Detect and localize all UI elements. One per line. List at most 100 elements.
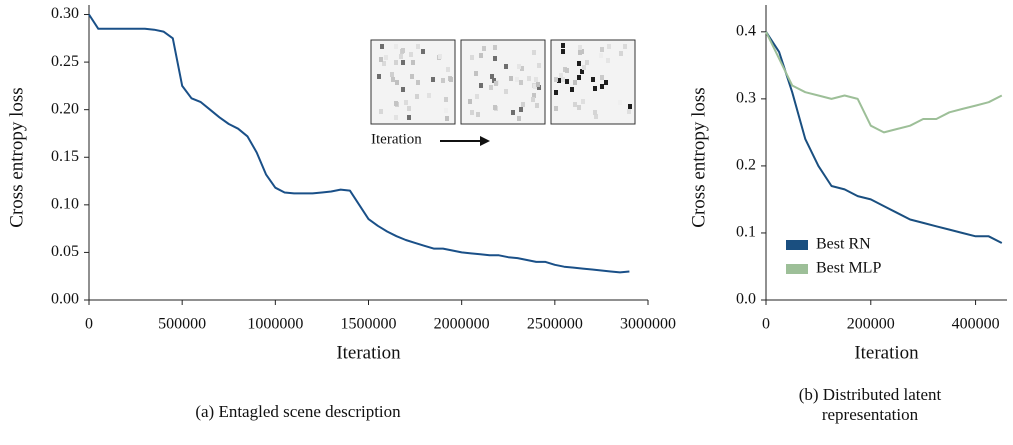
inset-cell bbox=[554, 90, 558, 95]
inset-cell bbox=[493, 56, 497, 61]
inset-cell bbox=[577, 75, 581, 80]
inset-cell bbox=[554, 77, 558, 82]
x-tick-label: 3000000 bbox=[620, 316, 676, 333]
inset-arrowhead bbox=[480, 136, 490, 146]
inset-cell bbox=[573, 80, 577, 85]
inset-cell bbox=[511, 110, 515, 115]
inset-cell bbox=[561, 77, 565, 82]
inset-cell bbox=[492, 78, 496, 83]
x-tick-label: 2000000 bbox=[434, 316, 490, 333]
line bbox=[765, 31, 1003, 244]
inset-cell bbox=[377, 74, 381, 79]
inset-cell bbox=[446, 67, 450, 72]
inset-cell bbox=[618, 100, 622, 105]
y-tick-label: 0.30 bbox=[51, 5, 79, 22]
inset-cell bbox=[600, 75, 604, 80]
inset-cell bbox=[482, 46, 486, 51]
inset-cell bbox=[565, 79, 569, 84]
inset-cell bbox=[535, 103, 539, 108]
inset-cell bbox=[585, 60, 589, 65]
inset-cell bbox=[427, 93, 431, 98]
inset-cell bbox=[401, 87, 405, 92]
y-tick-label: 0.4 bbox=[736, 22, 756, 39]
legend-label: Best MLP bbox=[816, 260, 881, 277]
inset-cell bbox=[394, 60, 398, 65]
inset-cell bbox=[384, 55, 388, 60]
inset-frame bbox=[460, 39, 546, 125]
inset-cell bbox=[619, 51, 623, 56]
y-tick-label: 0.00 bbox=[51, 291, 79, 308]
inset-cell bbox=[470, 55, 474, 60]
y-tick-label: 0.2 bbox=[736, 157, 756, 174]
inset-cell bbox=[517, 116, 521, 121]
inset-cell bbox=[394, 101, 398, 106]
inset-cell bbox=[490, 74, 494, 79]
inset-cell bbox=[399, 54, 403, 59]
inset-cell bbox=[623, 44, 627, 49]
inset-cell bbox=[604, 80, 608, 85]
inset-cell bbox=[600, 47, 604, 52]
inset-cell bbox=[394, 44, 398, 49]
inset-cell bbox=[531, 97, 535, 102]
inset-cell bbox=[441, 78, 445, 83]
inset-cell bbox=[444, 108, 448, 113]
inset-cell bbox=[565, 68, 569, 73]
y-tick-label: 0.20 bbox=[51, 100, 79, 117]
inset-cell bbox=[379, 57, 383, 62]
inset-cell bbox=[591, 77, 595, 82]
inset-cell bbox=[559, 73, 563, 78]
inset-cell bbox=[401, 60, 405, 65]
x-tick-label: 1500000 bbox=[341, 316, 397, 333]
inset-cell bbox=[578, 45, 582, 50]
inset-cell bbox=[390, 72, 394, 77]
inset-cell bbox=[493, 105, 497, 110]
y-tick-label: 0.05 bbox=[51, 243, 79, 260]
inset-cell bbox=[607, 44, 611, 49]
inset-cell bbox=[519, 107, 523, 112]
inset-cell bbox=[489, 85, 493, 90]
inset-cell bbox=[554, 106, 558, 111]
inset-cell bbox=[515, 77, 519, 82]
inset-cell bbox=[431, 77, 435, 82]
inset-cell bbox=[474, 71, 478, 76]
inset-cell bbox=[504, 89, 508, 94]
x-tick-label: 500000 bbox=[158, 316, 206, 333]
inset-cell bbox=[395, 80, 399, 85]
inset-cell bbox=[475, 94, 479, 99]
inset-cell bbox=[404, 100, 408, 105]
inset-label: Iteration bbox=[371, 131, 422, 147]
inset-cell bbox=[557, 78, 561, 83]
y-tick-label: 0.25 bbox=[51, 53, 79, 70]
inset-cell bbox=[416, 80, 420, 85]
inset-cell bbox=[519, 80, 523, 85]
y-tick-label: 0.3 bbox=[736, 90, 756, 107]
inset-cell bbox=[401, 48, 405, 53]
inset-cell bbox=[394, 115, 398, 120]
inset-cell bbox=[627, 109, 631, 114]
inset-cell bbox=[594, 114, 598, 119]
inset-cell bbox=[509, 76, 513, 81]
inset-cell bbox=[470, 110, 474, 115]
inset-cell bbox=[479, 83, 483, 88]
inset-cell bbox=[537, 85, 541, 90]
inset-cell bbox=[581, 99, 585, 104]
inset-cell bbox=[536, 82, 540, 87]
inset-cell bbox=[476, 112, 480, 117]
inset-cell bbox=[493, 45, 497, 50]
inset-cell bbox=[438, 54, 442, 59]
x-tick-label: 200000 bbox=[847, 316, 895, 333]
x-axis-label: Iteration bbox=[336, 342, 401, 363]
x-tick-label: 0 bbox=[762, 316, 770, 333]
inset-cell bbox=[504, 64, 508, 69]
inset-cell bbox=[421, 49, 425, 54]
inset-cell bbox=[570, 87, 574, 92]
legend-swatch bbox=[786, 264, 808, 274]
inset-cell bbox=[628, 104, 632, 109]
inset-cell bbox=[494, 81, 498, 86]
x-tick-label: 2500000 bbox=[527, 316, 583, 333]
line bbox=[88, 13, 630, 274]
y-tick-label: 0.0 bbox=[736, 291, 756, 308]
legend-label: Best RN bbox=[816, 236, 871, 253]
